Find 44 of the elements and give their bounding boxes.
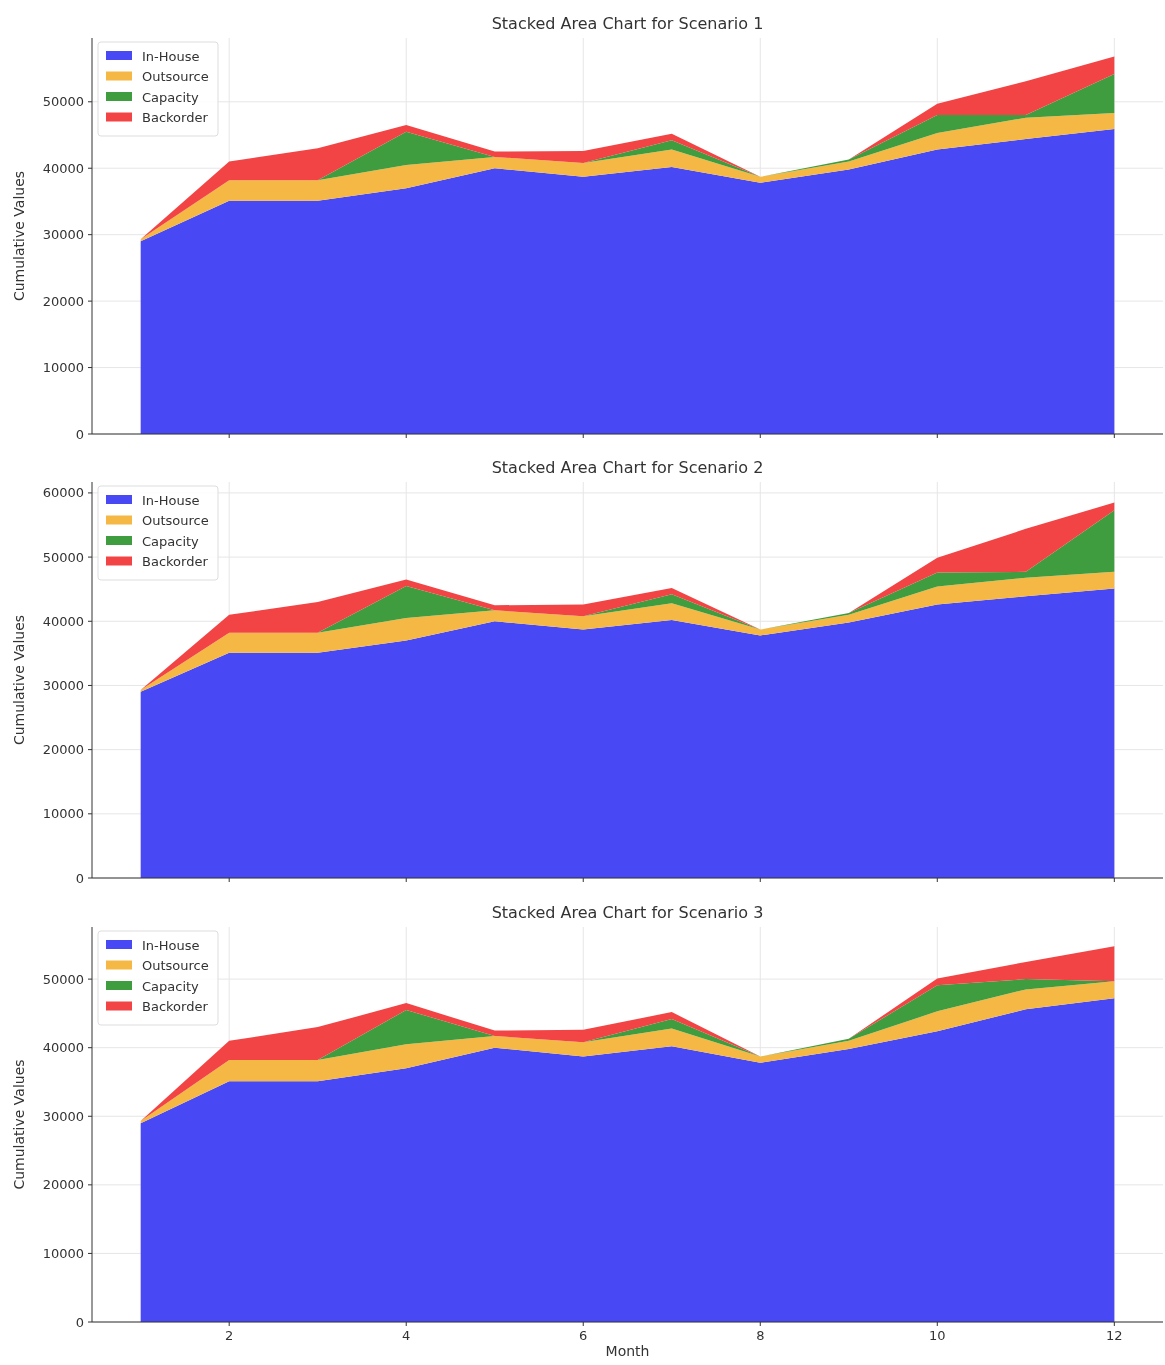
y-axis-title: Cumulative Values: [11, 614, 27, 746]
y-tick-label: 0: [75, 426, 84, 442]
x-tick-label: 2: [225, 1328, 234, 1343]
x-tick-label: 10: [929, 1328, 946, 1343]
legend-label: Backorder: [142, 554, 209, 570]
y-tick-label: 20000: [42, 1177, 84, 1193]
y-tick-label: 10000: [42, 1245, 84, 1261]
y-tick-label: 50000: [42, 94, 84, 110]
legend-label: Outsource: [142, 69, 209, 85]
y-tick-label: 40000: [42, 160, 84, 176]
y-tick-label: 30000: [42, 227, 84, 243]
y-tick-label: 0: [75, 870, 84, 886]
legend-label: In-House: [142, 937, 200, 953]
y-axis-title: Cumulative Values: [11, 170, 27, 302]
legend-label: Capacity: [142, 89, 200, 105]
y-tick-label: 50000: [42, 971, 84, 987]
chart-title: Stacked Area Chart for Scenario 3: [491, 903, 764, 922]
y-tick-label: 40000: [42, 613, 84, 629]
y-tick-label: 0: [75, 1314, 84, 1330]
legend-label: Backorder: [142, 110, 209, 126]
legend-label: In-House: [142, 492, 200, 508]
chart-title: Stacked Area Chart for Scenario 2: [491, 458, 764, 477]
x-tick-label: 6: [579, 1328, 588, 1343]
x-tick-label: 12: [1106, 1328, 1123, 1343]
legend-label: Outsource: [142, 958, 209, 974]
y-tick-label: 20000: [42, 293, 84, 309]
legend-label: In-House: [142, 48, 200, 64]
legend-label: Capacity: [142, 533, 200, 549]
y-tick-label: 30000: [42, 678, 84, 694]
legend-label: Outsource: [142, 513, 209, 529]
y-tick-label: 10000: [42, 360, 84, 376]
chart-title: Stacked Area Chart for Scenario 1: [491, 14, 764, 33]
y-axis-title: Cumulative Values: [11, 1059, 27, 1190]
y-tick-label: 10000: [42, 806, 84, 822]
x-axis-title: Month: [605, 1343, 650, 1359]
x-tick-label: 8: [756, 1328, 765, 1343]
y-tick-label: 30000: [42, 1108, 84, 1124]
legend-label: Capacity: [142, 978, 200, 994]
x-tick-label: 4: [402, 1328, 411, 1343]
y-tick-label: 40000: [42, 1040, 84, 1056]
y-tick-label: 20000: [42, 742, 84, 758]
y-tick-label: 60000: [42, 485, 84, 501]
y-tick-label: 50000: [42, 549, 84, 565]
legend-label: Backorder: [142, 999, 209, 1015]
